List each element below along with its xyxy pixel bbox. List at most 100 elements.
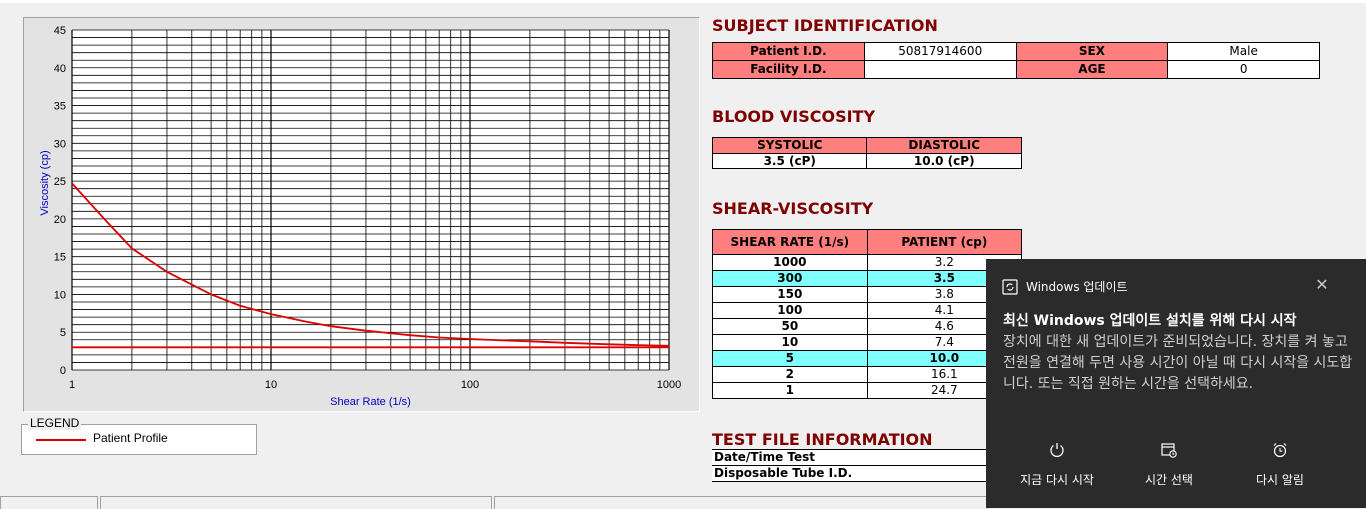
y-tick-label: 5 <box>60 327 66 339</box>
toast-body: 장치에 대한 새 업데이트가 준비되었습니다. 장치를 켜 놓고 전원을 연결해… <box>1003 334 1353 392</box>
patient-viscosity-cell: 7.4 <box>866 334 1023 351</box>
blood-header-row: SYSTOLIC DIASTOLIC <box>711 137 1022 154</box>
patient-viscosity-cell: 3.2 <box>866 254 1023 271</box>
shear-viscosity-table: SHEAR RATE (1/s) PATIENT (cp) 1000 3.2 300… <box>712 229 1023 399</box>
blood-viscosity-title: BLOOD VISCOSITY <box>712 107 876 126</box>
subject-row-1: Patient I.D. 50817914600 SEX Male <box>712 42 1320 61</box>
patient-viscosity-cell: 10.0 <box>866 350 1023 367</box>
shear-rate-cell: 10 <box>712 334 868 351</box>
windows-update-notification[interactable]: Windows 업데이트 ✕ 최신 Windows 업데이트 설치를 위해 다시… <box>986 259 1366 508</box>
patient-id-value: 50817914600 <box>863 42 1017 61</box>
close-icon[interactable]: ✕ <box>1315 275 1329 294</box>
shear-rate-cell: 300 <box>712 270 868 287</box>
blood-viscosity-table: SYSTOLIC DIASTOLIC 3.5 (cP) 10.0 (cP) <box>711 137 1022 169</box>
systolic-label: SYSTOLIC <box>711 137 868 154</box>
patient-viscosity-cell: 16.1 <box>866 366 1023 383</box>
shear-rate-cell: 1000 <box>712 254 868 271</box>
windows-update-icon <box>1002 279 1018 295</box>
sex-value: Male <box>1167 42 1320 61</box>
shear-header-row: SHEAR RATE (1/s) PATIENT (cp) <box>712 229 1023 255</box>
remind-later-button[interactable]: 다시 알림 <box>1225 431 1335 491</box>
shear-rate-cell: 2 <box>712 366 868 383</box>
remind-later-label: 다시 알림 <box>1256 473 1304 487</box>
shear-table-row: 1000 3.2 <box>712 254 1023 271</box>
status-bar-pane-3 <box>494 496 988 509</box>
date-time-label: Date/Time Test <box>712 449 992 466</box>
blood-value-row: 3.5 (cP) 10.0 (cP) <box>711 153 1022 169</box>
patient-viscosity-cell: 3.8 <box>866 286 1023 303</box>
calendar-clock-icon <box>1161 443 1177 458</box>
pick-time-label: 시간 선택 <box>1145 473 1193 487</box>
shear-rate-header: SHEAR RATE (1/s) <box>712 229 868 255</box>
shear-table-row: 1 24.7 <box>712 382 1023 399</box>
viscosity-chart: 0 5 10 15 20 25 30 35 40 45 1 10 100 1000 Shear Rate (… <box>39 25 681 408</box>
legend-label-patient-profile: Patient Profile <box>93 431 168 445</box>
facility-id-label: Facility I.D. <box>712 60 865 79</box>
restart-now-button[interactable]: 지금 다시 시작 <box>1002 431 1112 491</box>
shear-table-row: 100 4.1 <box>712 302 1023 319</box>
shear-viscosity-title: SHEAR-VISCOSITY <box>712 199 874 218</box>
shear-table-row: 300 3.5 <box>712 270 1023 287</box>
restart-now-label: 지금 다시 시작 <box>1020 473 1094 487</box>
shear-rate-cell: 50 <box>712 318 868 335</box>
y-tick-label: 10 <box>54 289 66 301</box>
window-top-strip <box>0 0 1366 3</box>
diastolic-label: DIASTOLIC <box>866 137 1022 154</box>
y-tick-label: 35 <box>54 101 66 113</box>
tube-id-row: Disposable Tube I.D. <box>712 465 992 482</box>
x-axis-label: Shear Rate (1/s) <box>330 396 411 408</box>
y-tick-label: 40 <box>54 63 66 75</box>
systolic-value: 3.5 (cP) <box>711 153 868 169</box>
shear-table-row: 50 4.6 <box>712 318 1023 335</box>
power-icon <box>1050 443 1064 457</box>
y-axis-label: Viscosity (cp) <box>39 150 51 215</box>
y-tick-label: 45 <box>54 25 66 37</box>
shear-rate-cell: 100 <box>712 302 868 319</box>
subject-identification-title: SUBJECT IDENTIFICATION <box>712 16 938 35</box>
shear-table-row: 5 10.0 <box>712 350 1023 367</box>
x-tick-label: 1000 <box>657 379 681 391</box>
patient-viscosity-cell: 3.5 <box>866 270 1023 287</box>
subject-table: Patient I.D. 50817914600 SEX Male Facili… <box>712 42 1320 79</box>
legend-title: LEGEND <box>28 416 82 430</box>
legend-swatch-patient-profile <box>36 439 86 441</box>
shear-rate-cell: 1 <box>712 382 868 399</box>
diastolic-value: 10.0 (cP) <box>866 153 1022 169</box>
pick-time-button[interactable]: 시간 선택 <box>1114 431 1224 491</box>
x-tick-label: 1 <box>69 379 75 391</box>
facility-id-value <box>863 60 1017 79</box>
y-tick-label: 0 <box>60 365 66 377</box>
y-tick-label: 30 <box>54 138 66 150</box>
y-tick-label: 25 <box>54 176 66 188</box>
shear-table-row: 2 16.1 <box>712 366 1023 383</box>
shear-table-row: 150 3.8 <box>712 286 1023 303</box>
y-tick-label: 15 <box>54 252 66 264</box>
viscosity-chart-panel: 0 5 10 15 20 25 30 35 40 45 1 10 100 1000 Shear Rate (… <box>23 17 700 412</box>
toast-headline: 최신 Windows 업데이트 설치를 위해 다시 시작 <box>1003 313 1297 329</box>
subject-row-2: Facility I.D. AGE 0 <box>712 60 1320 79</box>
date-time-row: Date/Time Test <box>712 449 992 466</box>
sex-label: SEX <box>1015 42 1169 61</box>
legend-box: LEGEND Patient Profile <box>21 416 257 455</box>
y-tick-label: 20 <box>54 214 66 226</box>
shear-table-body: SHEAR RATE (1/s) PATIENT (cp) 1000 3.2 300… <box>712 229 1023 399</box>
x-tick-label: 10 <box>265 379 277 391</box>
patient-cp-header: PATIENT (cp) <box>866 229 1023 255</box>
test-file-information-title: TEST FILE INFORMATION <box>712 430 933 449</box>
patient-profile-curve <box>71 182 670 347</box>
patient-id-label: Patient I.D. <box>712 42 865 61</box>
toast-app-name: Windows 업데이트 <box>1026 280 1128 294</box>
age-value: 0 <box>1167 60 1320 79</box>
tube-id-label: Disposable Tube I.D. <box>712 465 992 482</box>
alarm-clock-icon <box>1273 443 1287 458</box>
patient-viscosity-cell: 24.7 <box>866 382 1023 399</box>
test-file-table: Date/Time Test Disposable Tube I.D. <box>712 449 992 482</box>
status-bar-pane-1 <box>0 496 98 509</box>
shear-table-row: 10 7.4 <box>712 334 1023 351</box>
shear-rate-cell: 5 <box>712 350 868 367</box>
shear-rate-cell: 150 <box>712 286 868 303</box>
status-bar-pane-2 <box>100 496 492 509</box>
x-tick-label: 100 <box>461 379 479 391</box>
patient-viscosity-cell: 4.6 <box>866 318 1023 335</box>
age-label: AGE <box>1015 60 1169 79</box>
